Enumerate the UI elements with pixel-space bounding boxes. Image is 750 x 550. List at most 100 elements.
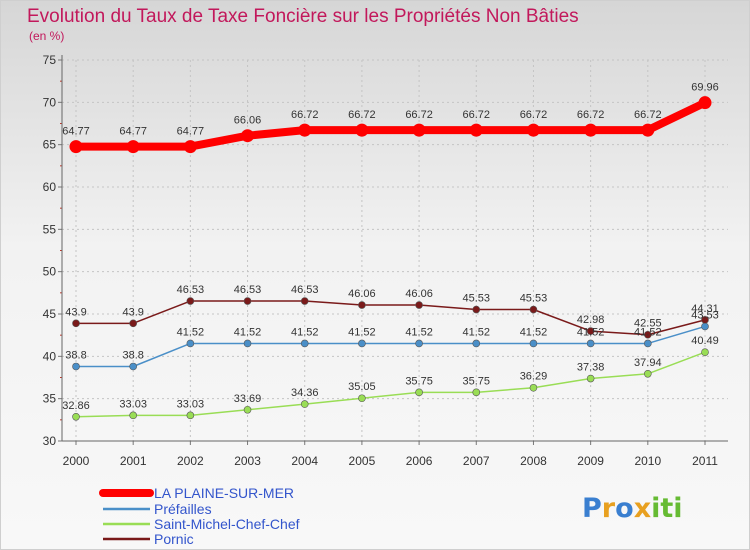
data-point (126, 140, 140, 154)
data-point (526, 123, 540, 137)
y-tick-label: 35 (43, 392, 57, 406)
chart-title: Evolution du Taux de Taxe Foncière sur l… (27, 6, 579, 27)
data-label: 43.9 (65, 306, 86, 318)
data-point (300, 400, 309, 408)
series-layer (69, 96, 712, 421)
series-line (75, 300, 706, 336)
data-label: 41.52 (577, 326, 605, 338)
data-label: 42.55 (634, 318, 662, 330)
x-tick-label: 2000 (63, 454, 90, 468)
data-label: 36.29 (520, 371, 548, 383)
x-tick-label: 2011 (692, 454, 718, 468)
data-label: 66.72 (577, 109, 605, 121)
data-point (472, 305, 481, 314)
data-label: 64.77 (62, 126, 90, 138)
data-point (243, 297, 252, 305)
data-label: 38.8 (122, 349, 143, 361)
logo-letter: o (615, 493, 634, 524)
data-label: 33.03 (177, 398, 205, 410)
data-label: 64.77 (177, 126, 205, 138)
data-point (72, 362, 80, 371)
data-point (584, 123, 598, 137)
data-point (529, 383, 538, 392)
data-label: 43.9 (122, 306, 143, 318)
logo-letter: r (602, 493, 616, 524)
data-label: 34.36 (291, 387, 319, 399)
data-label: 40.49 (691, 335, 719, 347)
proxiti-logo: Proxiti (582, 493, 683, 524)
y-tick-label: 70 (43, 95, 57, 109)
data-point (300, 297, 309, 305)
data-label: 66.72 (520, 109, 548, 121)
logo-letter: x (634, 493, 651, 524)
data-label: 41.52 (520, 326, 548, 338)
data-point (243, 405, 252, 414)
x-tick-label: 2007 (463, 454, 490, 468)
data-point (186, 411, 195, 420)
x-tick-label: 2001 (120, 454, 147, 468)
data-point (641, 123, 655, 137)
data-label: 66.72 (348, 109, 376, 121)
series-line (75, 351, 706, 418)
data-label: 66.72 (291, 109, 319, 121)
data-label: 41.52 (634, 326, 662, 338)
series-line (72, 98, 709, 151)
data-point (469, 123, 483, 137)
y-tick-label: 55 (43, 222, 57, 236)
data-point (358, 339, 366, 348)
data-label: 41.52 (405, 326, 433, 338)
data-point (529, 339, 538, 348)
data-point (644, 330, 652, 339)
data-point (701, 348, 709, 356)
data-point (412, 123, 426, 137)
data-point (698, 96, 712, 110)
legend: LA PLAINE-SUR-MERPréfaillesSaint-Michel-… (99, 485, 300, 547)
x-tick-label: 2003 (234, 454, 261, 468)
data-point (472, 339, 481, 348)
logo-letter: P (582, 493, 602, 524)
data-label: 35.75 (405, 375, 433, 387)
data-label: 41.52 (291, 326, 319, 338)
logo-letter: i (673, 493, 682, 524)
data-point (529, 305, 538, 314)
data-label: 33.03 (119, 398, 147, 410)
data-point (129, 362, 137, 371)
data-label: 32.86 (62, 400, 90, 412)
x-tick-label: 2005 (349, 454, 376, 468)
data-point (644, 369, 652, 378)
y-tick-label: 40 (43, 349, 57, 363)
data-label: 66.72 (405, 109, 433, 121)
data-label: 66.06 (234, 115, 262, 127)
x-tick-label: 2002 (177, 454, 204, 468)
data-label: 33.69 (234, 393, 262, 405)
data-label: 69.96 (691, 82, 719, 94)
y-tick-label: 50 (43, 265, 57, 279)
data-point (586, 339, 595, 348)
data-point (300, 339, 309, 348)
data-label: 46.06 (405, 288, 433, 300)
data-point (355, 123, 369, 137)
legend-label: Pornic (154, 531, 194, 547)
data-label: 66.72 (634, 109, 662, 121)
data-label: 46.53 (291, 284, 319, 296)
axes: 30 35 40 45 50 55 60 65 70 75 2000 2001 2002 2003 2004… (43, 53, 728, 468)
y-tick-label: 30 (43, 434, 57, 448)
grid (62, 59, 728, 442)
logo-letter: i (651, 493, 660, 524)
data-point (298, 123, 312, 137)
data-point (415, 301, 423, 309)
data-label: 35.75 (463, 375, 491, 387)
x-tick-label: 2004 (291, 454, 318, 468)
data-point (186, 339, 195, 348)
data-point (69, 140, 83, 154)
y-tick-label: 75 (43, 53, 57, 67)
data-label: 46.06 (348, 288, 376, 300)
legend-label: Préfailles (154, 501, 212, 517)
data-point (72, 412, 80, 421)
data-point (358, 394, 366, 403)
y-tick-label: 65 (43, 138, 57, 152)
data-point (129, 411, 137, 420)
data-label: 41.52 (177, 326, 205, 338)
data-label: 44.31 (691, 303, 719, 315)
